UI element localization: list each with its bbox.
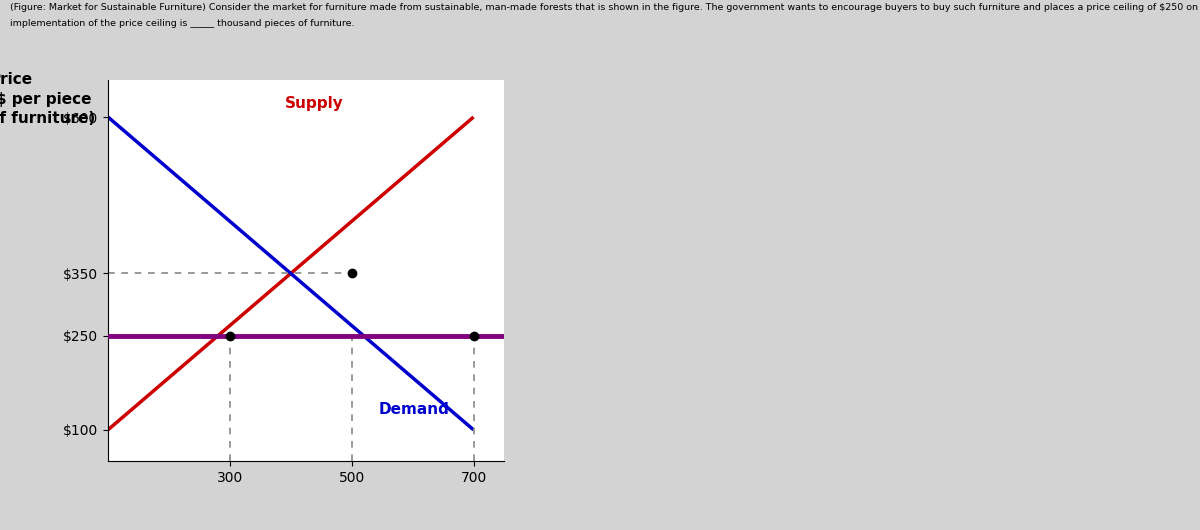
Text: (Figure: Market for Sustainable Furniture) Consider the market for furniture mad: (Figure: Market for Sustainable Furnitur… (10, 3, 1200, 12)
Text: Price
(\$ per piece
of furniture): Price (\$ per piece of furniture) (0, 72, 96, 127)
Text: implementation of the price ceiling is _____ thousand pieces of furniture.: implementation of the price ceiling is _… (10, 19, 354, 28)
Text: Supply: Supply (284, 96, 343, 111)
Text: Demand: Demand (379, 402, 450, 417)
